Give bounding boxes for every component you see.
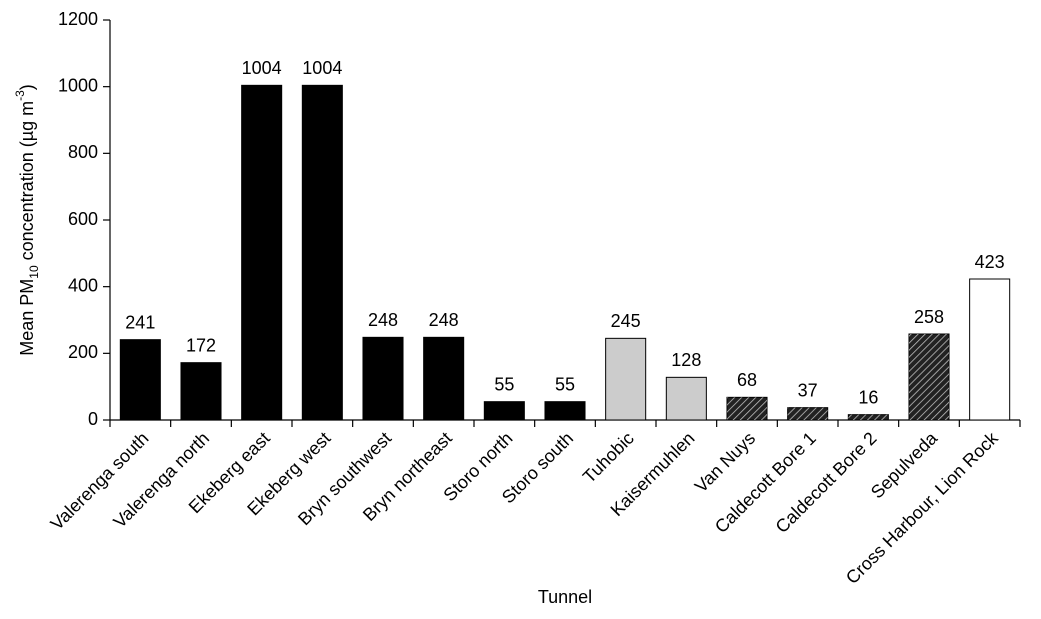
- y-tick-label: 600: [68, 209, 98, 229]
- value-label: 55: [555, 374, 575, 394]
- bar: [119, 339, 161, 421]
- y-axis-title: Mean PM10 concentration (µg m-3): [13, 84, 41, 356]
- y-axis-title-part: Mean PM: [17, 279, 37, 356]
- bar-hatch: [787, 407, 828, 420]
- y-tick-label: 800: [68, 142, 98, 162]
- y-axis-title-part: concentration (µg m: [17, 101, 37, 265]
- y-axis-title-part: 10: [27, 265, 41, 279]
- y-axis-title-part: -3: [13, 90, 27, 101]
- bar-hatch: [848, 414, 889, 420]
- value-label: 241: [125, 312, 155, 332]
- value-label: 68: [737, 370, 757, 390]
- bar: [241, 84, 283, 421]
- x-tick-label: Caldecott Bore 2: [772, 428, 881, 537]
- bar: [180, 362, 222, 421]
- value-label: 248: [368, 310, 398, 330]
- value-label: 1004: [302, 58, 342, 78]
- y-tick-label: 1200: [58, 9, 98, 29]
- value-label: 55: [494, 374, 514, 394]
- x-tick-label: Caldecott Bore 1: [711, 428, 820, 537]
- y-tick-label: 400: [68, 275, 98, 295]
- y-axis-title-part: ): [17, 84, 37, 90]
- value-label: 1004: [242, 58, 282, 78]
- bar: [483, 401, 525, 421]
- bar: [301, 84, 343, 421]
- bar: [605, 337, 647, 421]
- x-tick-label: Tuhobic: [579, 428, 638, 487]
- bar-hatch: [908, 334, 950, 420]
- value-label: 245: [611, 311, 641, 331]
- bar: [665, 376, 707, 421]
- value-label: 37: [798, 380, 818, 400]
- bar: [423, 336, 465, 421]
- bar-hatch: [726, 397, 768, 420]
- x-axis-title: Tunnel: [538, 587, 592, 607]
- y-tick-label: 200: [68, 342, 98, 362]
- bar: [969, 278, 1011, 421]
- value-label: 258: [914, 307, 944, 327]
- value-label: 172: [186, 335, 216, 355]
- bar: [544, 401, 586, 421]
- value-label: 423: [975, 252, 1005, 272]
- bar: [362, 336, 404, 421]
- y-tick-label: 0: [88, 409, 98, 429]
- y-tick-label: 1000: [58, 75, 98, 95]
- value-label: 248: [429, 310, 459, 330]
- value-label: 16: [858, 387, 878, 407]
- value-label: 128: [671, 350, 701, 370]
